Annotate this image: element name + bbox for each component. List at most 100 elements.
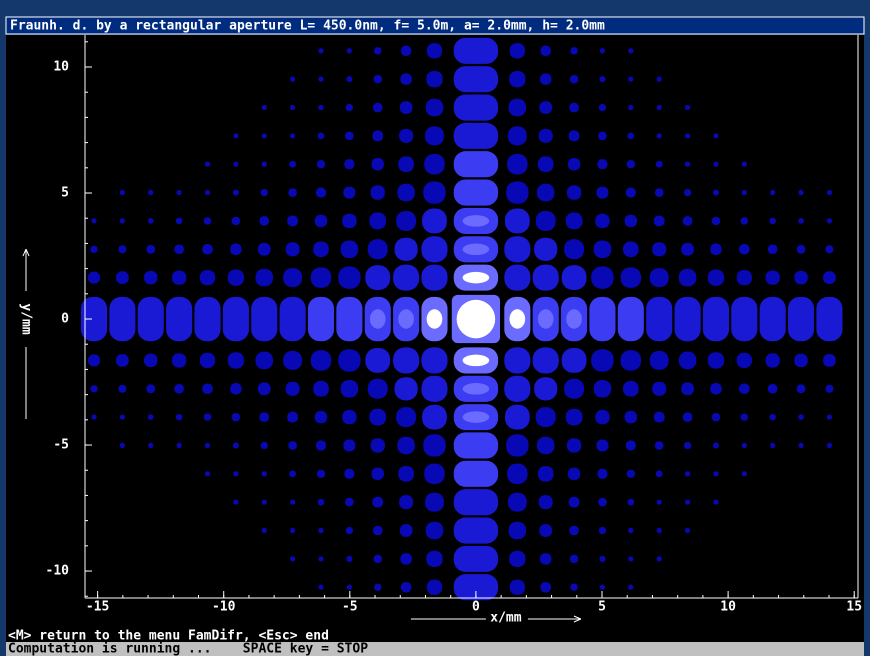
diffraction-spot	[537, 465, 554, 482]
diffraction-spot	[731, 296, 758, 342]
diffraction-spot	[171, 270, 187, 285]
diffraction-spot	[597, 159, 608, 170]
diffraction-spot	[344, 468, 355, 479]
diffraction-spot	[202, 383, 213, 395]
diffraction-spot	[290, 556, 296, 562]
diffraction-spot	[566, 185, 582, 200]
diffraction-spot	[338, 349, 361, 372]
diffraction-spot	[626, 469, 635, 478]
diffraction-spot	[567, 157, 581, 171]
diffraction-spot	[826, 218, 832, 224]
diffraction-spot	[90, 385, 98, 393]
diffraction-spot	[628, 556, 634, 562]
diffraction-spot	[255, 268, 274, 287]
diffraction-spot	[318, 104, 324, 111]
diffraction-spot	[537, 309, 554, 329]
diffraction-spot	[426, 43, 443, 59]
diffraction-spot	[739, 383, 750, 395]
diffraction-spot	[227, 269, 245, 286]
diffraction-spot	[372, 130, 384, 142]
diffraction-spot	[313, 380, 329, 397]
diffraction-spot	[316, 469, 326, 478]
diffraction-spot	[88, 271, 101, 284]
diffraction-spot	[421, 236, 448, 263]
diffraction-spot	[654, 188, 664, 197]
diffraction-spot	[534, 377, 558, 401]
diffraction-spot	[317, 132, 325, 140]
diffraction-spot	[393, 264, 420, 291]
diffraction-spot	[345, 103, 353, 112]
diffraction-spot	[593, 240, 612, 259]
diffraction-spot	[453, 151, 499, 178]
diffraction-spot	[345, 497, 354, 507]
diffraction-spot	[682, 216, 693, 226]
diffraction-spot	[283, 268, 303, 288]
diffraction-spot	[509, 43, 525, 59]
diffraction-spot	[394, 377, 418, 401]
y-tick-label: 5	[61, 186, 69, 201]
diffraction-spot	[423, 181, 446, 204]
diffraction-spot	[626, 160, 635, 169]
diffraction-spot	[711, 216, 721, 226]
diffraction-spot	[507, 492, 527, 512]
diffraction-spot	[537, 156, 554, 173]
diffraction-spot	[310, 350, 332, 371]
diffraction-spot	[369, 309, 386, 329]
diffraction-spot	[289, 160, 296, 168]
diffraction-spot	[343, 186, 356, 199]
diffraction-spot	[656, 133, 662, 139]
diffraction-spot	[371, 157, 384, 171]
diffraction-spot	[532, 347, 559, 374]
diffraction-spot	[166, 296, 193, 342]
diffraction-spot	[174, 244, 184, 255]
diffraction-spot	[176, 190, 182, 196]
diffraction-spot	[398, 309, 414, 329]
x-tick-label: 5	[598, 600, 606, 615]
diffraction-spot	[231, 216, 241, 226]
diffraction-spot	[398, 156, 414, 173]
diffraction-spot	[251, 296, 278, 342]
diffraction-spot	[259, 216, 270, 226]
diffraction-spot	[593, 379, 612, 398]
diffraction-spot	[453, 460, 499, 487]
diffraction-spot	[426, 550, 443, 568]
diffraction-spot	[426, 309, 443, 329]
diffraction-spot	[116, 354, 129, 367]
diffraction-spot	[313, 241, 329, 258]
diffraction-spot	[453, 574, 499, 601]
diffraction-spot	[374, 47, 382, 55]
diffraction-spot	[568, 130, 580, 142]
diffraction-spot	[233, 133, 239, 139]
title: Fraunh. d. by a rectangular aperture L= …	[10, 19, 605, 34]
diffraction-spot	[261, 104, 267, 111]
diffraction-spot	[794, 353, 808, 368]
diffraction-spot	[285, 242, 300, 257]
diffraction-spot	[736, 269, 752, 286]
diffraction-spot	[655, 470, 663, 478]
diffraction-spot	[623, 380, 639, 397]
diffraction-spot	[422, 404, 447, 430]
diffraction-spot	[653, 411, 665, 423]
diffraction-spot	[628, 584, 634, 590]
diffraction-spot	[393, 347, 420, 374]
diffraction-spot	[649, 268, 669, 288]
diffraction-spot	[289, 470, 296, 478]
diffraction-spot	[535, 210, 556, 231]
diffraction-spot	[712, 189, 719, 196]
diffraction-spot	[740, 217, 748, 225]
diffraction-spot	[652, 381, 667, 396]
diffraction-spot	[318, 76, 324, 82]
diffraction-spot	[508, 521, 527, 540]
diffraction-spot	[118, 384, 127, 393]
diffraction-spot	[260, 441, 268, 450]
diffraction-spot	[710, 243, 722, 256]
diffraction-spot	[826, 442, 832, 449]
diffraction-spot	[204, 442, 211, 449]
diffraction-spot	[232, 442, 239, 449]
diffraction-spot	[426, 70, 443, 88]
diffraction-spot	[148, 442, 154, 449]
diffraction-spot	[290, 527, 296, 534]
diffraction-spot	[365, 348, 391, 373]
diffraction-spot	[770, 190, 776, 196]
